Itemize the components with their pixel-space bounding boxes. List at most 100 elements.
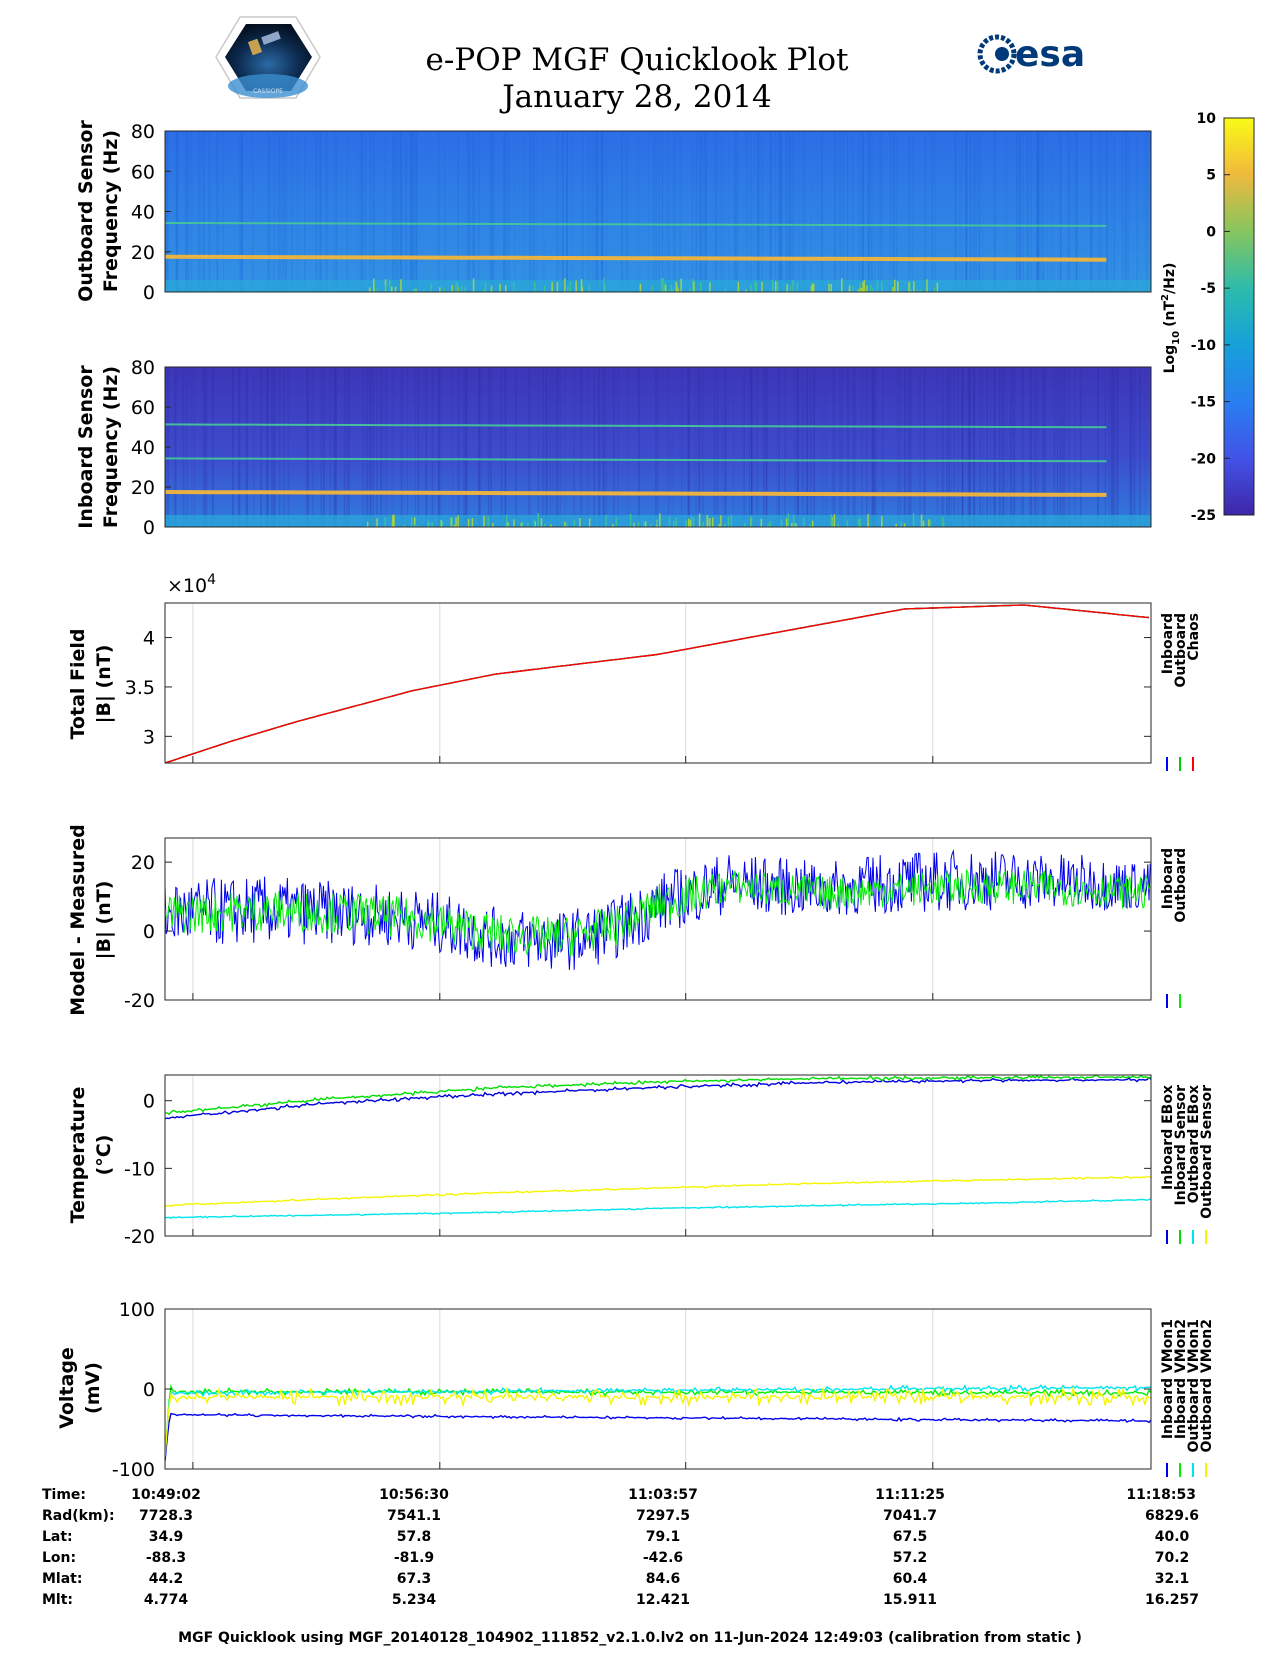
spectrogram-streak: [273, 367, 275, 527]
series-inboard-ebox: [165, 1076, 1151, 1120]
spectrogram-streak: [1057, 367, 1059, 527]
spectrogram-streak: [1050, 131, 1052, 292]
esa-logo-text: esa: [1015, 34, 1085, 75]
spectrogram-streak: [463, 367, 466, 527]
table-cell: 57.8: [397, 1529, 432, 1545]
spectrogram-streak: [361, 131, 364, 292]
spectrogram-low-burst: [656, 520, 658, 527]
spectrogram-streak: [714, 367, 716, 527]
spectrogram-low-burst: [859, 518, 861, 527]
orbit-table: Time: Rad(km): Lat: Lon: Mlat: Mlt: 10:49:02 77…: [42, 1487, 1199, 1608]
spectrogram-streak: [793, 131, 794, 292]
colorbar-tick-label: -20: [1191, 451, 1217, 467]
spectrogram-streak: [999, 367, 1000, 527]
spectrogram-low-burst: [769, 521, 771, 527]
spectrogram-streak: [687, 367, 690, 527]
spectrogram-low-burst: [928, 519, 930, 527]
spectrogram-streak: [1130, 367, 1132, 527]
spectrogram-streak: [561, 131, 564, 292]
spectrogram-low-burst: [894, 279, 896, 292]
spectrogram-low-burst: [412, 288, 414, 292]
table-cell: 67.3: [397, 1571, 432, 1587]
spectrogram-low-burst: [457, 515, 459, 527]
spectrogram-ytick-label: 60: [131, 397, 155, 419]
colorbar-label-main: Log: [1162, 345, 1178, 374]
spectrogram-streak: [198, 131, 201, 292]
legend-label: Chaos: [1186, 613, 1202, 661]
footer-caption: MGF Quicklook using MGF_20140128_104902_…: [178, 1630, 1082, 1646]
spectrogram-streak: [953, 367, 955, 527]
spectrogram-streak: [979, 367, 981, 527]
spectrogram-streak: [372, 367, 375, 527]
spectrogram-streak: [937, 367, 939, 527]
spectrogram-streak: [666, 131, 668, 292]
spectrogram-streak: [695, 367, 697, 527]
spectrogram-streak: [637, 367, 640, 527]
spectrogram-streak: [1068, 367, 1070, 527]
spectrogram-low-burst: [892, 287, 894, 292]
spectrogram-streak: [721, 367, 723, 527]
spectrogram-low-burst: [688, 518, 690, 527]
spectrogram-streak: [1064, 367, 1066, 527]
spectrogram-streak: [639, 131, 640, 292]
spectrogram-streak: [780, 131, 782, 292]
spectrogram-low-burst: [464, 287, 466, 292]
spectrogram-streak: [956, 131, 958, 292]
colorbar-tick-label: -15: [1191, 395, 1216, 411]
table-cell: 10:49:02: [131, 1487, 201, 1503]
spectrogram-streak: [1043, 367, 1045, 527]
spectrogram-streak: [444, 131, 446, 292]
spectrogram-low-burst: [471, 518, 474, 527]
table-row-label: Mlat:: [42, 1571, 82, 1587]
spectrogram-streak: [1133, 367, 1134, 527]
spectrogram-low-burst: [926, 279, 928, 292]
inboard-ylabel-line2: Frequency (Hz): [100, 366, 122, 528]
spectrogram-streak: [679, 131, 681, 292]
colorbar-tick-label: 10: [1197, 111, 1217, 127]
spectrogram-streak: [573, 367, 575, 527]
spectrogram-streak: [965, 131, 968, 292]
spectrogram-low-burst: [785, 518, 788, 527]
spectrogram-streak: [810, 367, 811, 527]
spectrogram-streak: [778, 367, 780, 527]
spectrogram-low-burst: [487, 516, 489, 527]
spectrogram-streak: [1060, 131, 1061, 292]
spectrogram-streak: [602, 367, 605, 527]
spectrogram-low-burst: [417, 524, 419, 527]
spectrogram-streak: [965, 131, 967, 292]
spectrogram-streak: [961, 367, 964, 527]
spectrogram-streak: [655, 367, 657, 527]
spectrogram-low-burst: [439, 287, 441, 292]
spectrogram-streak: [810, 131, 812, 292]
spectrogram-streak: [1046, 131, 1049, 292]
spectrogram-streak: [190, 131, 193, 292]
spectrogram-low-burst: [427, 520, 429, 527]
spectrogram-streak: [1097, 367, 1099, 527]
spectrogram-streak: [751, 367, 753, 527]
spectrogram-streak: [1139, 367, 1141, 527]
spectrogram-streak: [657, 367, 659, 527]
spectrogram-streak: [260, 367, 262, 527]
spectrogram-low-burst: [403, 524, 406, 527]
inboard-spectrogram-panel: 80 60 40 20 0 Inboard Sensor Frequency (Hz): [75, 357, 1152, 539]
spectrogram-streak: [941, 367, 944, 527]
spectrogram-streak: [603, 367, 606, 527]
spectrogram-streak: [655, 131, 658, 292]
spectrogram-streak: [579, 367, 581, 527]
spectrogram-streak: [360, 131, 362, 292]
spectrogram-streak: [414, 131, 417, 292]
spectrogram-streak: [557, 367, 559, 527]
spectrogram-streak: [491, 131, 493, 292]
legend-label: Inboard Sensor: [1173, 1085, 1189, 1206]
spectrogram-streak: [1015, 131, 1017, 292]
spectrogram-streak: [241, 131, 243, 292]
spectrogram-low-burst: [455, 517, 457, 527]
table-cell: 34.9: [149, 1529, 184, 1545]
ytick-label: 100: [119, 1299, 155, 1321]
colorbar-label-sup: 2: [1160, 294, 1171, 301]
spectrogram-low-burst: [400, 279, 402, 292]
spectrogram-line-51hz: [164, 423, 1107, 429]
spectrogram-streak: [291, 131, 293, 292]
